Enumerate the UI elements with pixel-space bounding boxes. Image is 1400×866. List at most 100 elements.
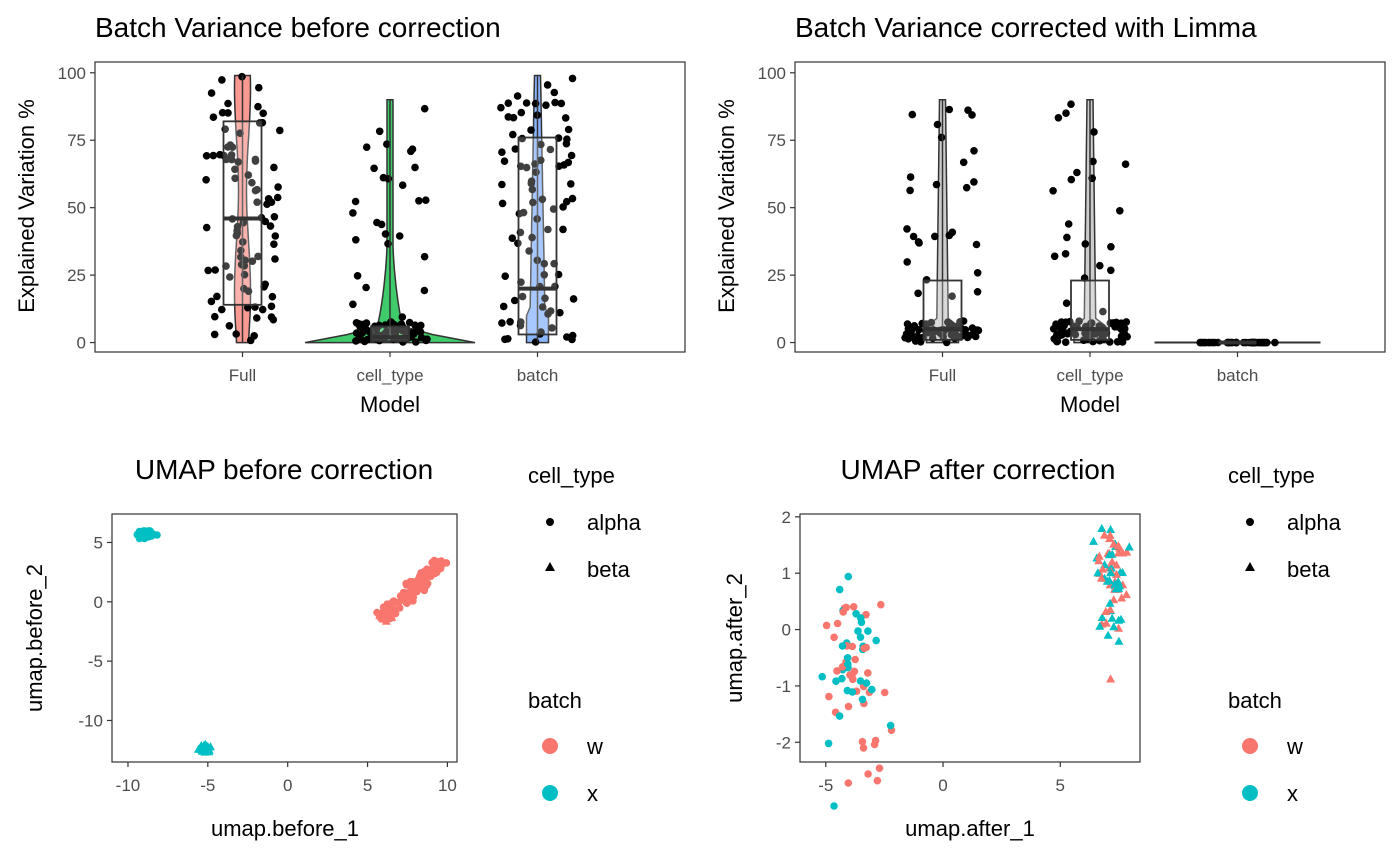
jitter-point	[233, 222, 242, 231]
jitter-point	[244, 171, 253, 179]
point-alpha	[409, 579, 418, 587]
point-alpha	[848, 688, 857, 696]
point-beta	[197, 744, 207, 753]
x-axis-label: umap.before_1	[211, 816, 359, 841]
y-tick-label: 0	[77, 334, 86, 353]
panel-border	[94, 61, 686, 353]
point-beta	[1109, 622, 1119, 631]
point-beta	[1118, 567, 1127, 576]
legend-label-alpha: alpha	[1287, 510, 1342, 535]
y-tick-label: 50	[767, 199, 786, 218]
plot-title: UMAP after correction	[841, 454, 1116, 485]
jitter-point	[973, 269, 982, 277]
jitter-point	[909, 232, 918, 241]
point-beta	[1106, 674, 1116, 683]
jitter-point	[370, 164, 378, 173]
jitter-point	[1062, 299, 1071, 308]
jitter-point	[276, 126, 284, 135]
point-alpha	[402, 598, 410, 606]
jitter-point	[259, 109, 268, 118]
legend-label-x: x	[587, 781, 598, 806]
y-tick-label: 0	[94, 593, 103, 612]
x-tick-label: -5	[818, 776, 833, 795]
legend-key-x	[1242, 785, 1258, 801]
jitter-point	[211, 312, 219, 321]
jitter-point	[948, 292, 956, 301]
jitter-point	[911, 337, 920, 345]
legend-title-cell-type: cell_type	[1228, 463, 1315, 488]
legend-title-cell-type: cell_type	[528, 463, 615, 488]
jitter-point	[568, 194, 577, 203]
point-alpha	[144, 532, 153, 540]
point-alpha	[856, 677, 865, 685]
jitter-point	[395, 232, 404, 240]
jitter-point	[234, 158, 242, 166]
jitter-point	[559, 203, 567, 211]
point-beta	[1089, 536, 1098, 545]
jitter-point	[1118, 338, 1127, 346]
point-alpha	[416, 573, 424, 582]
point-beta	[1107, 613, 1117, 622]
x-tick-label: Full	[229, 366, 256, 385]
jitter-point	[1067, 175, 1076, 184]
legend-label-beta: beta	[1287, 557, 1331, 582]
jitter-point	[527, 126, 535, 134]
point-alpha	[864, 669, 872, 677]
jitter-point	[417, 321, 425, 330]
jitter-point	[903, 225, 911, 233]
legend-label-w: w	[586, 734, 603, 759]
point-beta	[1097, 612, 1107, 621]
jitter-point	[1112, 318, 1121, 327]
jitter-point	[522, 99, 531, 107]
point-beta	[1113, 541, 1123, 550]
jitter-point	[937, 133, 946, 142]
panel-border	[794, 61, 1386, 353]
jitter-point	[250, 332, 258, 340]
x-tick-label: cell_type	[356, 366, 423, 385]
jitter-point	[903, 258, 911, 266]
jitter-point	[970, 147, 978, 155]
jitter-point	[270, 163, 278, 172]
jitter-point	[498, 319, 506, 327]
jitter-point	[258, 305, 267, 314]
jitter-point	[962, 183, 971, 192]
jitter-point	[1073, 168, 1081, 177]
jitter-point	[511, 145, 520, 153]
point-alpha	[822, 621, 831, 630]
point-beta	[1105, 534, 1115, 543]
jitter-point	[232, 330, 240, 338]
jitter-point	[1096, 261, 1104, 270]
point-beta	[1105, 530, 1115, 539]
y-tick-label: -1	[776, 677, 791, 696]
jitter-point	[906, 186, 914, 195]
jitter-point	[1271, 338, 1279, 347]
jitter-point	[248, 178, 256, 187]
jitter-point	[498, 180, 506, 189]
plot-area: -2 -1 0 1 2 -5 0 5	[776, 508, 1134, 810]
jitter-point	[352, 337, 360, 345]
point-beta	[1099, 530, 1109, 539]
jitter-point	[1067, 100, 1075, 108]
jitter-point	[209, 113, 218, 121]
panel-umap-before: UMAP before correction umap.before_2 uma…	[22, 454, 458, 841]
jitter-point	[1099, 307, 1107, 316]
jitter-point	[500, 157, 509, 165]
jitter-point	[531, 99, 540, 108]
jitter-point	[1055, 329, 1064, 338]
point-alpha	[423, 579, 432, 588]
point-beta	[377, 612, 387, 621]
jitter-point	[422, 196, 430, 204]
jitter-point	[908, 110, 917, 119]
point-beta	[1103, 630, 1113, 639]
jitter-point	[1062, 109, 1070, 117]
plot-title: UMAP before correction	[135, 454, 433, 485]
point-alpha	[862, 679, 871, 687]
jitter-point	[274, 183, 282, 191]
jitter-point	[261, 280, 270, 289]
jitter-point	[544, 225, 552, 234]
jitter-point	[932, 180, 941, 189]
jitter-point	[522, 163, 531, 172]
jitter-point	[1081, 240, 1090, 248]
jitter-point	[1054, 114, 1063, 122]
jitter-point	[420, 252, 429, 261]
